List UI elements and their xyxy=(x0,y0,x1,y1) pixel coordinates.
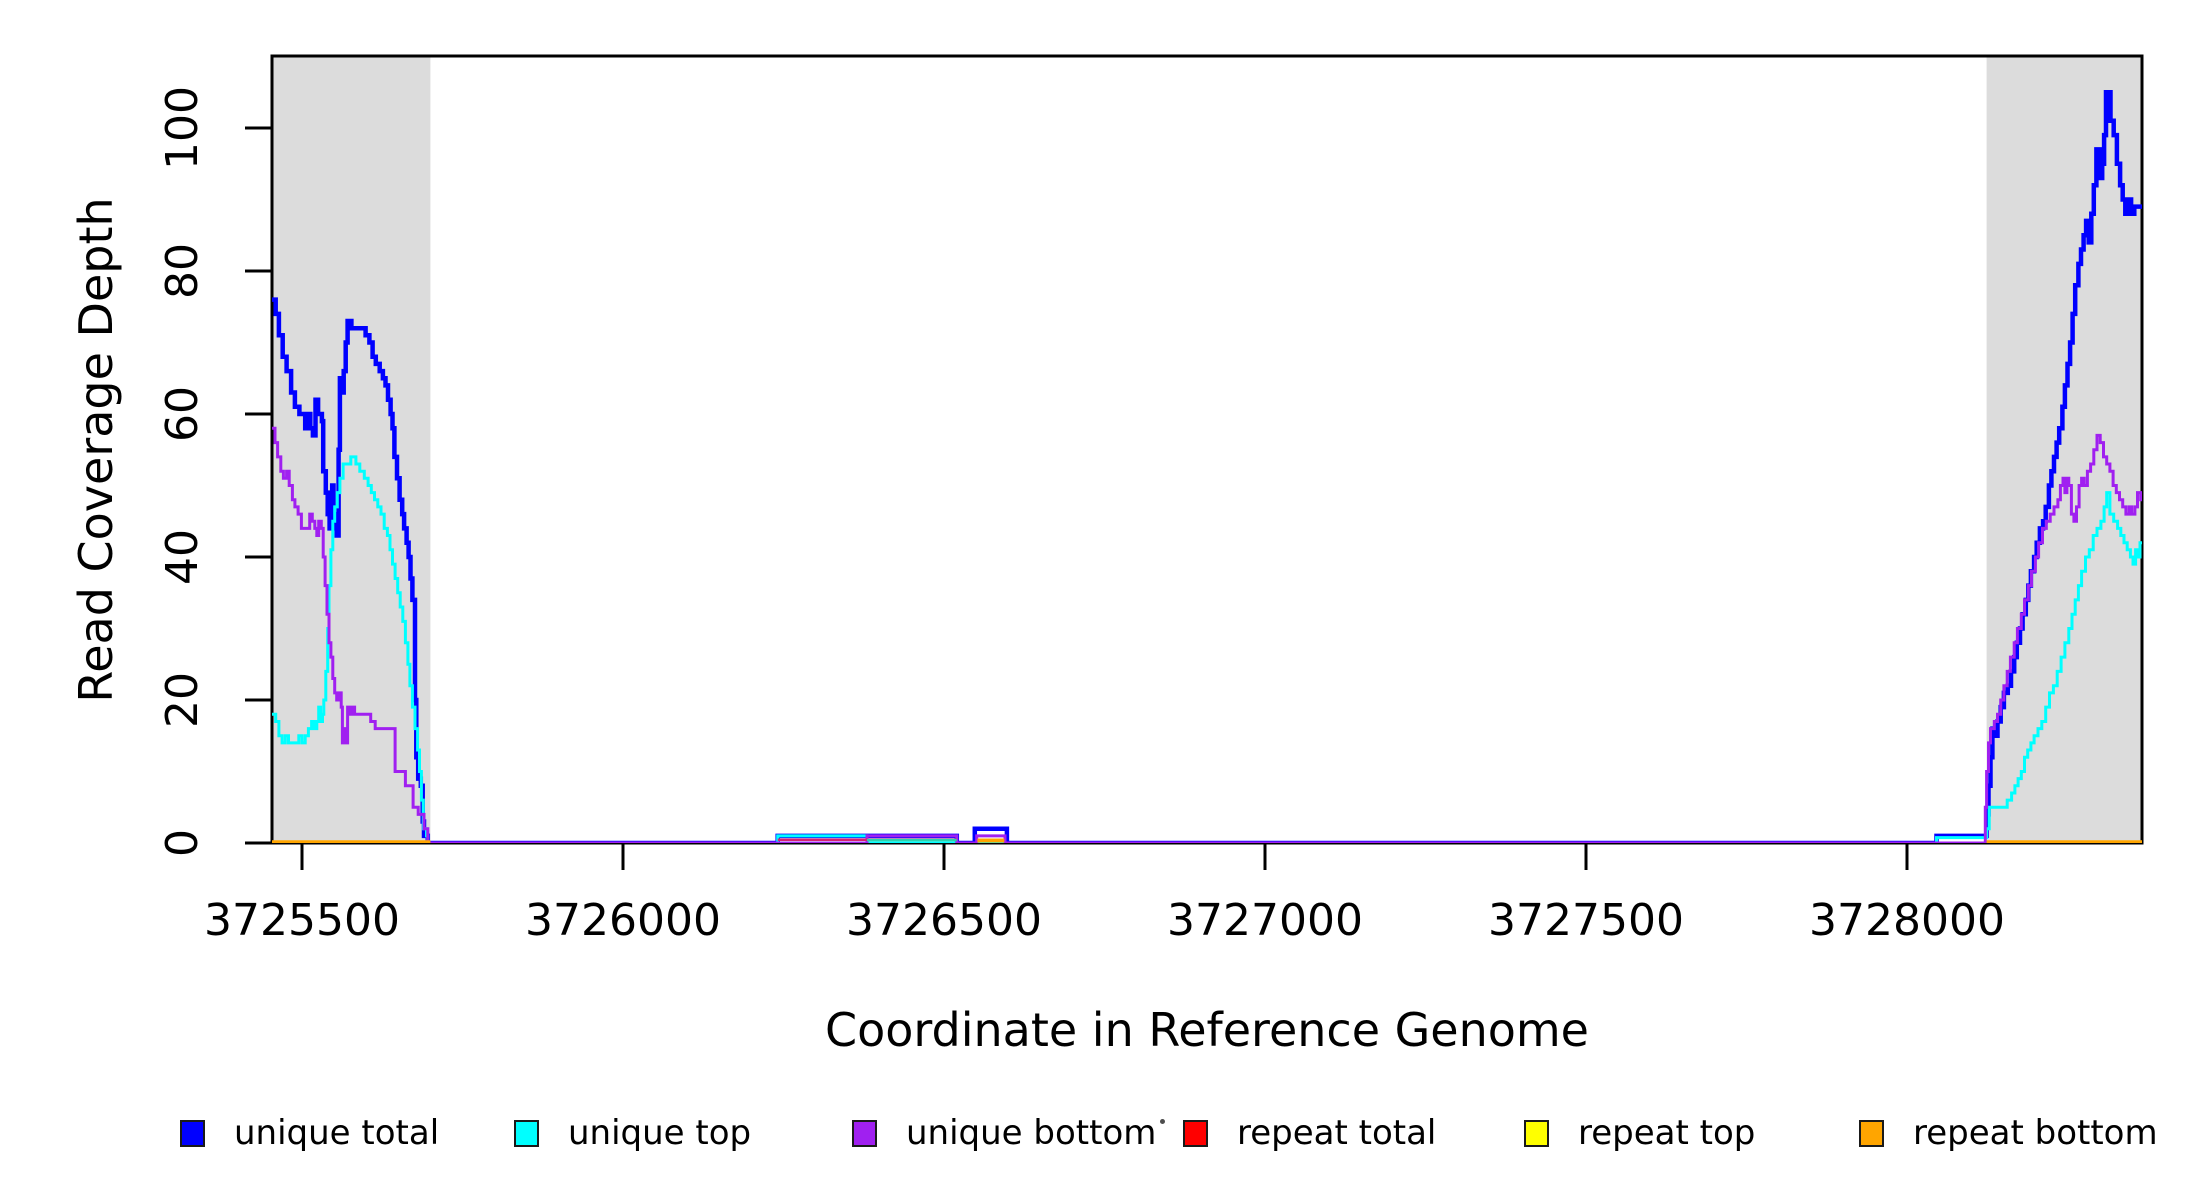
series-unique-top xyxy=(272,455,2142,843)
legend-label: repeat total xyxy=(1237,1113,1437,1153)
x-tick-label: 3725500 xyxy=(204,895,400,946)
legend-label: unique bottom xyxy=(906,1113,1157,1153)
legend-swatch-repeat-total xyxy=(1183,1119,1208,1147)
y-axis-title: Read Coverage Depth xyxy=(69,197,123,703)
y-tick-label: 60 xyxy=(157,386,208,442)
legend-swatch-repeat-bottom xyxy=(1859,1119,1884,1147)
y-tick-label: 80 xyxy=(157,243,208,299)
legend-swatch-repeat-top xyxy=(1524,1119,1549,1147)
highlight-region-right xyxy=(1986,56,2142,843)
legend-item-repeat-top: repeat top xyxy=(1524,1113,1756,1153)
y-tick-label: 40 xyxy=(157,529,208,585)
legend-item-repeat-total: repeat total xyxy=(1183,1113,1437,1153)
legend-swatch-unique-total xyxy=(180,1119,205,1147)
stray-mark xyxy=(1160,1119,1165,1124)
x-tick-label: 3727000 xyxy=(1167,895,1363,946)
legend-item-repeat-bottom: repeat bottom xyxy=(1859,1113,2158,1153)
legend-label: repeat top xyxy=(1578,1113,1756,1153)
legend-item-unique-bottom: unique bottom xyxy=(852,1113,1157,1153)
y-tick-label: 20 xyxy=(157,672,208,728)
legend-swatch-unique-bottom xyxy=(852,1119,877,1147)
legend-label: unique total xyxy=(234,1113,440,1153)
legend-item-unique-total: unique total xyxy=(180,1113,440,1153)
highlight-region-left xyxy=(272,56,431,843)
legend-label: repeat bottom xyxy=(1913,1113,2158,1153)
legend-swatch-unique-top xyxy=(514,1119,539,1147)
series-unique-bottom xyxy=(272,426,2142,843)
legend-label: unique top xyxy=(568,1113,752,1153)
plot-border xyxy=(270,54,2144,845)
x-tick-label: 3726000 xyxy=(525,895,721,946)
x-axis-title: Coordinate in Reference Genome xyxy=(825,1003,1589,1057)
y-tick-label: 100 xyxy=(157,86,208,170)
x-tick-label: 3726500 xyxy=(846,895,1042,946)
x-tick-label: 3727500 xyxy=(1488,895,1684,946)
legend: unique total unique top unique bottom repea… xyxy=(0,0,2200,1150)
series-unique-total xyxy=(272,90,2142,843)
x-tick-label: 3728000 xyxy=(1809,895,2005,946)
legend-item-unique-top: unique top xyxy=(514,1113,752,1153)
y-tick-label: 0 xyxy=(157,829,208,857)
